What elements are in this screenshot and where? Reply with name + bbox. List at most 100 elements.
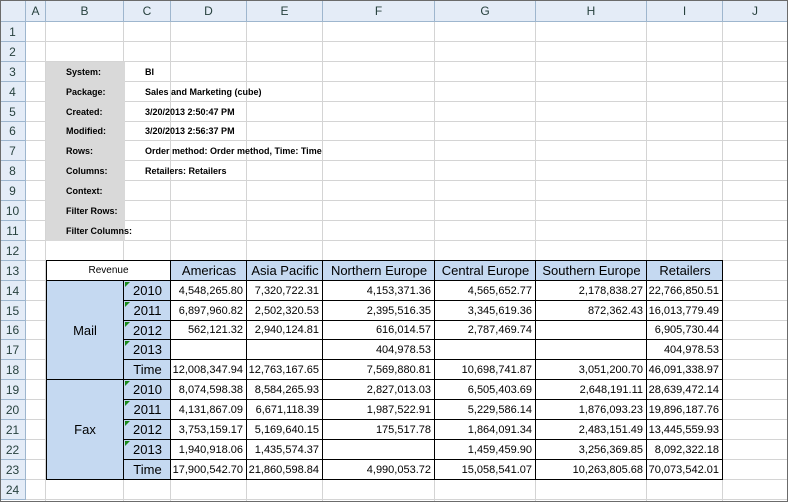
data-cell[interactable]: 15,058,541.07: [461, 464, 532, 476]
data-cell[interactable]: 5,229,586.14: [467, 404, 532, 416]
data-cell[interactable]: 4,131,867.09: [178, 404, 243, 416]
data-cell[interactable]: 3,753,159.17: [178, 424, 243, 436]
data-cell[interactable]: 10,263,805.68: [572, 464, 643, 476]
row-header-15[interactable]: 15: [0, 301, 26, 321]
row-header-22[interactable]: 22: [0, 440, 26, 460]
row-header-20[interactable]: 20: [0, 400, 26, 420]
data-cell[interactable]: 2,395,516.35: [366, 305, 431, 317]
column-header-h[interactable]: H: [536, 0, 647, 22]
data-cell[interactable]: [536, 340, 643, 360]
data-cell[interactable]: 404,978.53: [663, 344, 719, 356]
data-cell[interactable]: 2,827,013.03: [366, 384, 431, 396]
data-cell[interactable]: 7,320,722.31: [254, 285, 319, 297]
data-cell[interactable]: 3,256,369.85: [578, 444, 643, 456]
row-header-11[interactable]: 11: [0, 221, 26, 241]
row-header-14[interactable]: 14: [0, 281, 26, 301]
data-cell[interactable]: 12,763,167.65: [248, 364, 319, 376]
data-cell[interactable]: 7,569,880.81: [366, 364, 431, 376]
data-cell[interactable]: 562,121.32: [187, 324, 243, 336]
data-cell[interactable]: 2,502,320.53: [254, 305, 319, 317]
data-cell[interactable]: [247, 340, 319, 360]
row-header-16[interactable]: 16: [0, 321, 26, 340]
data-cell[interactable]: 12,008,347.94: [172, 364, 243, 376]
row-header-2[interactable]: 2: [0, 42, 26, 62]
row-header-8[interactable]: 8: [0, 161, 26, 181]
data-cell[interactable]: 5,169,640.15: [254, 424, 319, 436]
row-header-17[interactable]: 17: [0, 340, 26, 360]
data-cell[interactable]: 22,766,850.51: [648, 285, 719, 297]
data-cell[interactable]: 4,153,371.36: [366, 285, 431, 297]
data-cell[interactable]: 8,584,265.93: [254, 384, 319, 396]
row-header-9[interactable]: 9: [0, 181, 26, 201]
column-header-d[interactable]: D: [171, 0, 247, 22]
data-cell[interactable]: 1,876,093.23: [578, 404, 643, 416]
row-header-24[interactable]: 24: [0, 480, 26, 500]
row-header-10[interactable]: 10: [0, 201, 26, 221]
data-cell[interactable]: [536, 321, 643, 340]
data-cell[interactable]: 1,435,574.37: [254, 444, 319, 456]
data-cell[interactable]: 4,548,265.80: [178, 285, 243, 297]
data-cell[interactable]: 404,978.53: [375, 344, 431, 356]
data-cell[interactable]: 2,940,124.81: [254, 324, 319, 336]
row-header-5[interactable]: 5: [0, 102, 26, 122]
data-cell[interactable]: 17,900,542.70: [172, 464, 243, 476]
data-cell[interactable]: 8,074,598.38: [178, 384, 243, 396]
row-header-23[interactable]: 23: [0, 460, 26, 480]
data-cell[interactable]: 10,698,741.87: [461, 364, 532, 376]
column-header-a[interactable]: A: [26, 0, 46, 22]
data-cell[interactable]: 1,864,091.34: [467, 424, 532, 436]
data-cell[interactable]: 6,505,403.69: [467, 384, 532, 396]
column-header-b[interactable]: B: [46, 0, 124, 22]
error-indicator: [125, 421, 130, 426]
data-cell[interactable]: 1,940,918.06: [178, 444, 243, 456]
row-header-18[interactable]: 18: [0, 360, 26, 380]
column-header-e[interactable]: E: [247, 0, 323, 22]
table-border: [124, 439, 723, 440]
data-cell[interactable]: 19,896,187.76: [648, 404, 719, 416]
data-cell[interactable]: 1,987,522.91: [366, 404, 431, 416]
row-header-1[interactable]: 1: [0, 22, 26, 42]
data-cell[interactable]: 4,990,053.72: [366, 464, 431, 476]
row-header-4[interactable]: 4: [0, 82, 26, 102]
data-cell[interactable]: 3,051,200.70: [578, 364, 643, 376]
data-cell[interactable]: [435, 340, 532, 360]
data-cell[interactable]: [323, 440, 431, 460]
row-header-19[interactable]: 19: [0, 380, 26, 400]
row-header-13[interactable]: 13: [0, 261, 26, 281]
row-header-3[interactable]: 3: [0, 62, 26, 82]
row-label: Time: [133, 462, 162, 477]
row-header-7[interactable]: 7: [0, 141, 26, 161]
row-header-12[interactable]: 12: [0, 241, 26, 261]
data-cell[interactable]: 2,483,151.49: [578, 424, 643, 436]
data-cell[interactable]: 8,092,322.18: [654, 444, 719, 456]
data-cell[interactable]: 616,014.57: [375, 324, 431, 336]
column-header-f[interactable]: F: [323, 0, 435, 22]
data-cell[interactable]: 21,860,598.84: [248, 464, 319, 476]
data-cell[interactable]: 4,565,652.77: [467, 285, 532, 297]
data-cell[interactable]: 16,013,779.49: [648, 305, 719, 317]
data-cell[interactable]: 872,362.43: [587, 305, 643, 317]
data-cell[interactable]: [171, 340, 243, 360]
data-cell[interactable]: 13,445,559.93: [648, 424, 719, 436]
data-cell[interactable]: 3,345,619.36: [467, 305, 532, 317]
data-cell[interactable]: 28,639,472.14: [648, 384, 719, 396]
select-all-corner[interactable]: [0, 0, 26, 22]
data-cell[interactable]: 1,459,459.90: [467, 444, 532, 456]
row-header-21[interactable]: 21: [0, 420, 26, 440]
data-cell[interactable]: 2,648,191.11: [579, 384, 643, 396]
data-cell[interactable]: 175,517.78: [375, 424, 431, 436]
data-cell[interactable]: 2,787,469.74: [467, 324, 532, 336]
error-indicator: [125, 302, 130, 307]
data-cell[interactable]: 6,905,730.44: [654, 324, 719, 336]
data-cell[interactable]: 6,671,118.39: [255, 404, 319, 416]
data-cell[interactable]: 6,897,960.82: [178, 305, 243, 317]
column-header-c[interactable]: C: [124, 0, 171, 22]
data-cell[interactable]: 46,091,338.97: [648, 364, 719, 376]
data-cell[interactable]: 2,178,838.27: [578, 285, 643, 297]
row-header-6[interactable]: 6: [0, 122, 26, 141]
column-header-j[interactable]: J: [723, 0, 788, 22]
column-header-g[interactable]: G: [435, 0, 536, 22]
data-cell[interactable]: 70,073,542.01: [648, 464, 719, 476]
column-header-i[interactable]: I: [647, 0, 723, 22]
